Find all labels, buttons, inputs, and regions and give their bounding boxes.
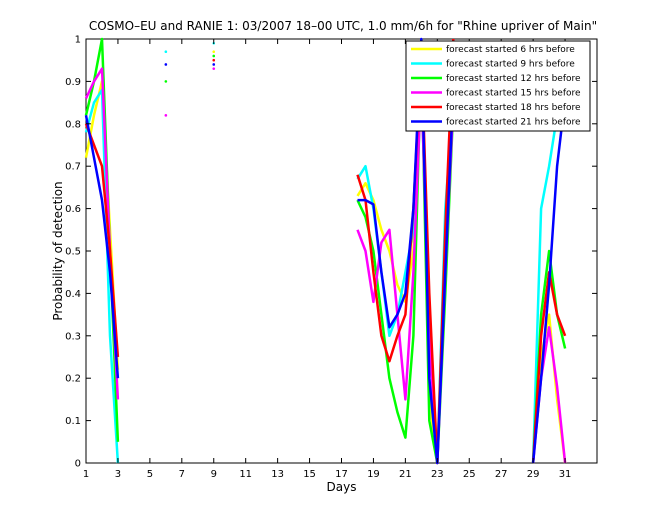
legend-entry-4: forecast started 15 hrs before — [446, 89, 581, 99]
x-tick-label: 31 — [559, 469, 572, 480]
y-tick-label: 0.1 — [65, 416, 81, 427]
y-tick-label: 0.5 — [65, 247, 81, 258]
legend-entry-1: forecast started 6 hrs before — [446, 45, 575, 55]
legend-entry-3: forecast started 12 hrs before — [446, 74, 581, 84]
series-layer — [84, 37, 567, 465]
legend-box — [405, 40, 591, 132]
series-point-3 — [212, 54, 216, 58]
y-axis-label: Probability of detection — [51, 181, 65, 320]
x-tick-label: 5 — [147, 469, 153, 480]
y-tick-label: 0.2 — [65, 374, 81, 385]
y-tick-label: 0.3 — [65, 331, 81, 342]
series-point-2 — [164, 50, 168, 54]
y-tick-label: 0.9 — [65, 77, 81, 88]
x-tick-label: 11 — [239, 469, 252, 480]
series-point-4 — [164, 114, 168, 117]
x-tick-label: 23 — [431, 469, 444, 480]
y-tick-label: 0 — [75, 459, 81, 470]
y-tick-label: 0.4 — [65, 289, 81, 300]
x-tick-label: 3 — [115, 469, 121, 480]
x-tick-label: 29 — [527, 469, 540, 480]
ticks-layer: 1 3 5 7 9 11 13 15 17 19 21 23 25 27 29 3100.10.20.30.4… — [65, 35, 597, 480]
plot-area: 1 3 5 7 9 11 13 15 17 19 21 23 25 27 29 3100.10.20.30.4… — [65, 35, 598, 480]
x-tick-label: 13 — [271, 469, 284, 480]
x-tick-label: 15 — [303, 469, 316, 480]
x-tick-label: 27 — [495, 469, 508, 480]
x-tick-label: 1 — [83, 469, 89, 480]
x-tick-label: 19 — [367, 469, 380, 480]
x-tick-label: 7 — [179, 469, 185, 480]
chart-title: COSMO–EU and RANIE 1: 03/2007 18–00 UTC,… — [89, 19, 597, 33]
x-tick-label: 17 — [335, 469, 348, 480]
series-point-1 — [212, 50, 216, 54]
series-line-6 — [531, 98, 567, 464]
series-line-6 — [84, 115, 120, 379]
x-tick-label: 21 — [399, 469, 412, 480]
series-point-3 — [164, 80, 168, 83]
y-tick-label: 0.8 — [65, 119, 81, 130]
x-axis-label: Days — [327, 480, 357, 494]
legend-entry-5: forecast started 18 hrs before — [446, 103, 581, 113]
legend-entry-2: forecast started 9 hrs before — [446, 60, 575, 70]
y-tick-label: 0.6 — [65, 204, 81, 215]
series-point-6 — [212, 63, 216, 66]
series-point-4 — [212, 67, 216, 70]
legend-entry-6: forecast started 21 hrs before — [446, 118, 581, 128]
y-tick-label: 0.7 — [65, 162, 81, 173]
x-tick-label: 25 — [463, 469, 476, 480]
series-point-6 — [164, 63, 168, 66]
x-tick-label: 9 — [211, 469, 217, 480]
legend: forecast started 6 hrs before forecast st… — [405, 40, 591, 132]
y-tick-label: 1 — [75, 35, 81, 46]
series-point-5 — [212, 58, 216, 62]
